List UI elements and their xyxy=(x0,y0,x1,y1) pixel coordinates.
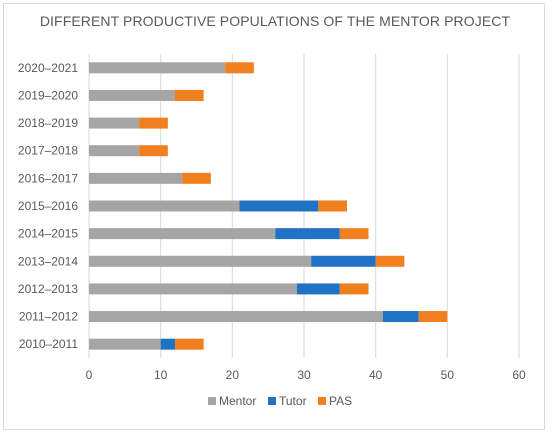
bar-pas xyxy=(139,117,168,129)
bar-pas xyxy=(418,311,448,323)
y-category-label: 2011–2012 xyxy=(19,310,79,324)
bar-pas xyxy=(318,200,347,212)
bar-tutor xyxy=(311,255,376,267)
bar-mentor xyxy=(89,228,276,240)
bar-mentor xyxy=(89,200,240,212)
legend-swatch-pas xyxy=(318,397,326,405)
bar-tutor xyxy=(296,283,340,295)
bar-mentor xyxy=(89,172,183,184)
bar-mentor xyxy=(89,283,297,295)
x-tick-label: 60 xyxy=(512,368,526,382)
legend-label-pas: PAS xyxy=(329,394,352,408)
bar-pas xyxy=(182,172,211,184)
legend-swatch-mentor xyxy=(208,397,216,405)
chart-title: DIFFERENT PRODUCTIVE POPULATIONS OF THE … xyxy=(39,13,511,29)
bar-mentor xyxy=(89,62,226,74)
x-tick-label: 10 xyxy=(154,368,168,382)
x-tick-label: 40 xyxy=(369,368,383,382)
bar-pas xyxy=(175,89,204,101)
y-category-label: 2020–2021 xyxy=(18,61,78,75)
x-tick-label: 30 xyxy=(297,368,311,382)
bar-tutor xyxy=(160,338,175,350)
bar-tutor xyxy=(382,311,419,323)
y-category-label: 2012–2013 xyxy=(18,282,78,296)
bar-pas xyxy=(339,283,369,295)
bar-pas xyxy=(375,255,405,267)
chart-frame xyxy=(3,3,545,430)
bar-pas xyxy=(225,62,254,74)
y-category-label: 2014–2015 xyxy=(18,227,78,241)
bar-tutor xyxy=(239,200,319,212)
x-tick-label: 20 xyxy=(226,368,240,382)
y-category-label: 2017–2018 xyxy=(18,144,78,158)
bar-tutor xyxy=(275,228,340,240)
legend-label-tutor: Tutor xyxy=(279,394,307,408)
y-category-label: 2019–2020 xyxy=(18,88,78,102)
bar-mentor xyxy=(89,89,175,101)
bar-mentor xyxy=(89,145,140,157)
bar-pas xyxy=(339,228,369,240)
legend-swatch-tutor xyxy=(268,397,276,405)
y-category-label: 2016–2017 xyxy=(18,171,78,185)
x-tick-label: 50 xyxy=(441,368,455,382)
legend-label-mentor: Mentor xyxy=(219,394,256,408)
bar-mentor xyxy=(89,338,161,350)
y-category-label: 2010–2011 xyxy=(19,337,79,351)
bar-mentor xyxy=(89,311,383,323)
bar-pas xyxy=(175,338,204,350)
y-category-label: 2015–2016 xyxy=(18,199,78,213)
bar-mentor xyxy=(89,255,312,267)
x-tick-label: 0 xyxy=(86,368,93,382)
bar-pas xyxy=(139,145,168,157)
y-category-label: 2013–2014 xyxy=(18,254,78,268)
bar-mentor xyxy=(89,117,140,129)
y-category-label: 2018–2019 xyxy=(18,116,78,130)
